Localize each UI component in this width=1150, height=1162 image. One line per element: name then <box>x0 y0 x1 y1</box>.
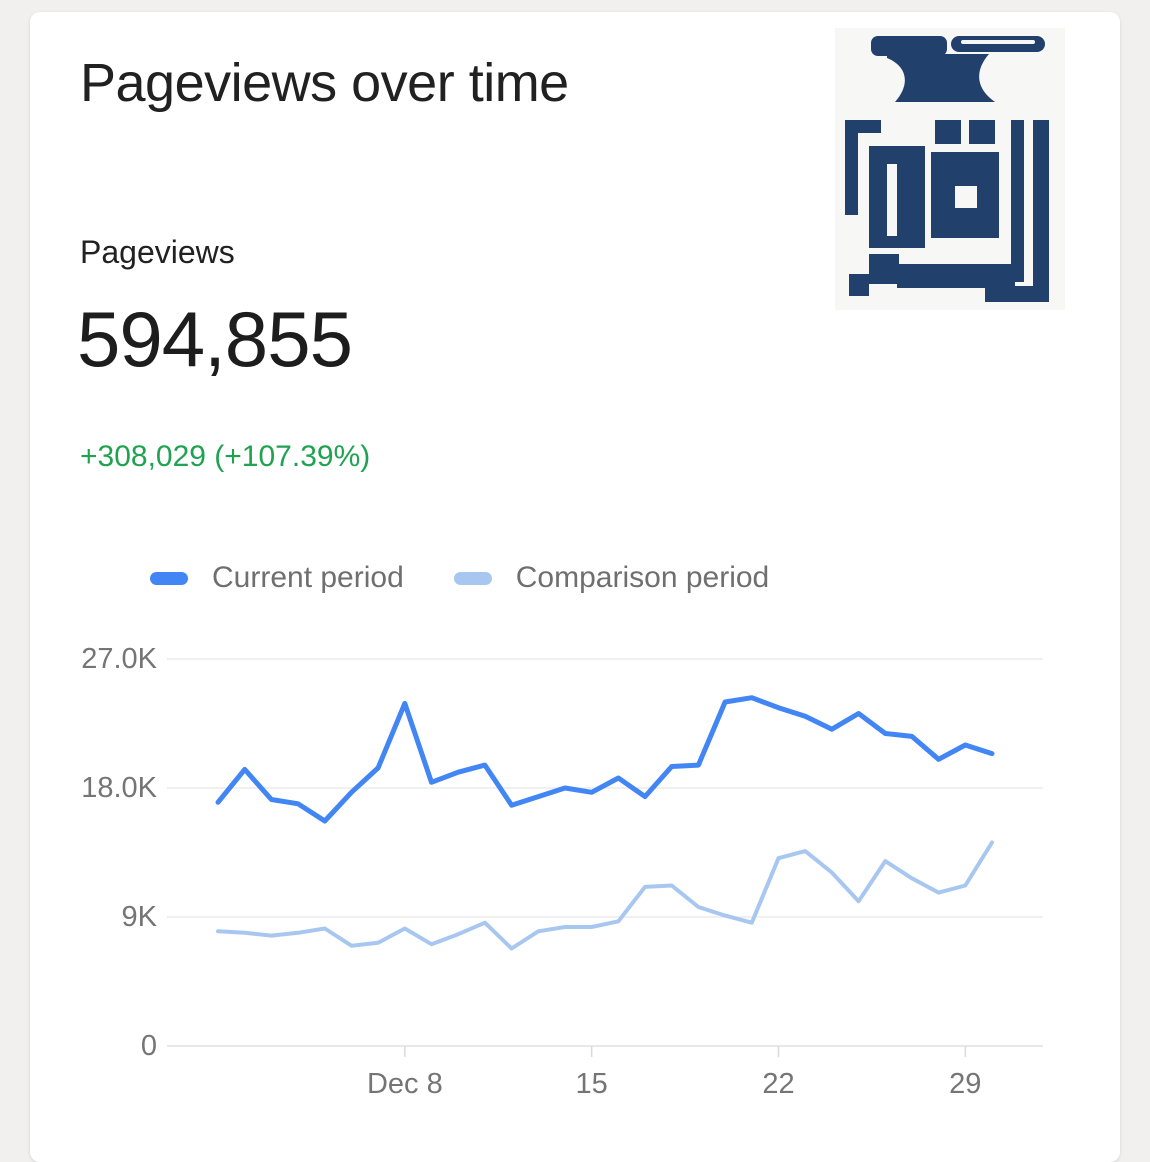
x-axis-label: 29 <box>949 1068 982 1100</box>
legend-item-current-period[interactable]: Current period <box>150 561 404 595</box>
legend-label: Comparison period <box>515 561 770 594</box>
metric-label: Pageviews <box>80 234 235 270</box>
legend-swatch <box>453 571 492 585</box>
x-axis-label: Dec 8 <box>366 1068 443 1100</box>
page: { "header": { "title": "Pageviews over t… <box>30 12 1120 1162</box>
pageviews-line-chart[interactable] <box>167 640 1043 1060</box>
y-axis-label: 9K <box>121 901 157 933</box>
x-axis-label: 15 <box>575 1068 608 1100</box>
y-axis-label: 18.0K <box>81 772 157 804</box>
y-axis-label: 0 <box>140 1030 157 1062</box>
logo-glyph <box>845 36 1049 302</box>
legend-item-comparison-period[interactable]: Comparison period <box>453 561 770 595</box>
chart-legend: Current period Comparison period <box>150 561 769 595</box>
metric-delta: +308,029 (+107.39%) <box>80 440 371 473</box>
x-axis-label: 22 <box>762 1068 795 1100</box>
y-axis-label: 27.0K <box>81 643 157 675</box>
card-title: Pageviews over time <box>80 53 569 113</box>
current-period-line <box>215 695 995 824</box>
legend-swatch <box>150 571 188 585</box>
comparison-period-line <box>216 840 994 951</box>
legend-label: Current period <box>212 561 404 594</box>
metric-value: 594,855 <box>77 295 353 383</box>
pageviews-card: Pageviews over time Pageviews 594,855 <box>30 12 1120 1162</box>
brand-logo <box>835 28 1065 310</box>
